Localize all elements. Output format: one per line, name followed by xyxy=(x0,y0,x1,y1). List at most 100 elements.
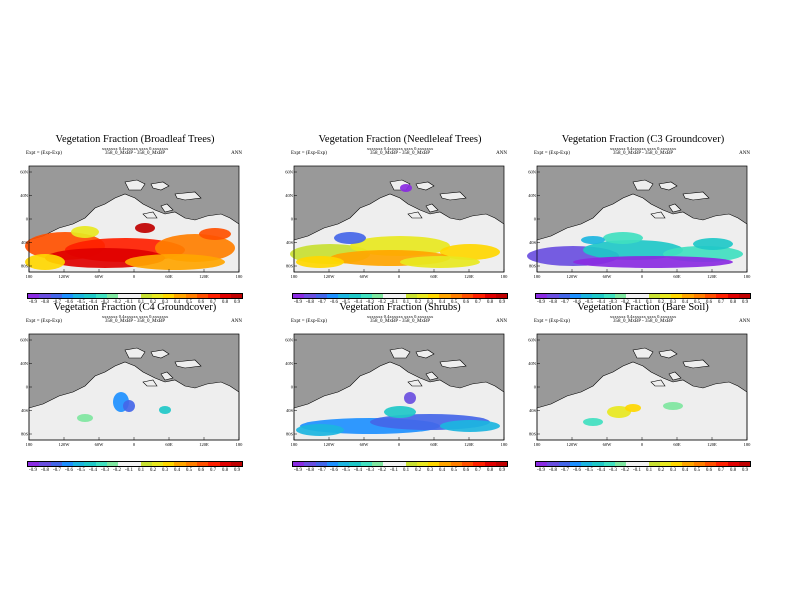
lat-tick-label: 0 xyxy=(534,385,537,390)
colorbar-swatch xyxy=(326,462,339,466)
colorbar-swatch xyxy=(196,462,209,466)
colorbar-label: -0.4 xyxy=(354,300,362,305)
colorbar-label: 0.3 xyxy=(426,468,434,473)
lon-tick-label: 180 xyxy=(26,442,34,447)
colorbar-label: -0.2 xyxy=(113,468,121,473)
colorbar-label: -0.1 xyxy=(125,468,133,473)
colorbar-swatch xyxy=(50,462,62,466)
anomaly-patch xyxy=(384,406,416,418)
colorbar-swatch xyxy=(304,294,316,298)
colorbar-swatch xyxy=(637,294,649,298)
anomaly-patch xyxy=(573,256,733,268)
colorbar-label: 0.3 xyxy=(669,300,677,305)
colorbar-swatch xyxy=(495,462,508,466)
colorbar-swatch xyxy=(592,462,604,466)
colorbar-label: -0.5 xyxy=(585,468,593,473)
lon-tick-label: 60W xyxy=(603,274,613,279)
colorbar-label: -0.5 xyxy=(585,300,593,305)
colorbar-swatch xyxy=(693,294,705,298)
colorbar-label: -0.7 xyxy=(53,300,61,305)
colorbar-swatch xyxy=(558,462,570,466)
lon-tick-label: 60W xyxy=(95,442,105,447)
colorbar-swatch xyxy=(603,294,615,298)
colorbar-label: 0.3 xyxy=(161,300,169,305)
panel-title: Vegetation Fraction (Broadleaf Trees) xyxy=(55,134,215,145)
colorbar-swatch xyxy=(230,462,243,466)
colorbar-label: 0.5 xyxy=(693,468,701,473)
lon-tick-label: 180 xyxy=(501,274,509,279)
lon-tick-label: 60W xyxy=(360,442,370,447)
colorbar xyxy=(292,461,508,467)
colorbar-label: -0.3 xyxy=(101,300,109,305)
colorbar-label: -0.9 xyxy=(537,300,545,305)
colorbar-swatch xyxy=(39,462,51,466)
runs-label: 358_0_MxBP - 358_0_MxBP xyxy=(612,151,674,156)
lon-tick-label: 120E xyxy=(464,274,474,279)
colorbar-label: 0.7 xyxy=(474,300,482,305)
colorbar-swatch xyxy=(360,462,372,466)
colorbar-label: 0.9 xyxy=(233,300,241,305)
colorbar-label: 0.2 xyxy=(657,468,665,473)
colorbar-label: 0.6 xyxy=(197,300,205,305)
colorbar-swatch xyxy=(484,462,496,466)
lon-tick-label: 120E xyxy=(199,274,209,279)
island xyxy=(415,349,435,359)
colorbar-label: 0.7 xyxy=(717,300,725,305)
season-label: ANN xyxy=(739,319,750,324)
colorbar-swatch xyxy=(73,462,85,466)
colorbar-label: -0.2 xyxy=(378,468,386,473)
colorbar-swatch xyxy=(581,462,593,466)
colorbar-label: 0.9 xyxy=(741,468,749,473)
lon-tick-label: 180 xyxy=(534,442,542,447)
colorbar-label: -0.6 xyxy=(65,468,73,473)
colorbar-swatch xyxy=(569,462,582,466)
colorbar-label: -0.1 xyxy=(390,468,398,473)
colorbar-label: -0.2 xyxy=(621,468,629,473)
colorbar-swatch xyxy=(84,462,96,466)
lon-tick-label: 0 xyxy=(398,274,401,279)
colorbar-swatch xyxy=(383,294,395,298)
anomaly-patch xyxy=(125,254,225,270)
anomaly-patch xyxy=(625,404,641,412)
lon-tick-label: 180 xyxy=(291,274,299,279)
colorbar-label: 0.7 xyxy=(209,468,217,473)
colorbar-swatch xyxy=(315,294,327,298)
expt-label: Expt = (Exp-Exp) xyxy=(534,319,570,324)
lon-tick-label: 120W xyxy=(324,442,336,447)
colorbar-swatch xyxy=(50,294,62,298)
colorbar-swatch xyxy=(450,294,462,298)
colorbar-swatch xyxy=(648,462,660,466)
island xyxy=(174,359,202,369)
colorbar-label: -0.5 xyxy=(77,300,85,305)
colorbar-label: 0.4 xyxy=(173,300,181,305)
lon-tick-label: 60E xyxy=(673,274,681,279)
colorbar-swatch xyxy=(84,294,96,298)
map-c3-groundcover: 60N 40N 0 40S 80S 180 120W 60W 0 60E 120E 180 xyxy=(527,165,751,279)
lon-tick-label: 120W xyxy=(59,274,71,279)
land-group xyxy=(293,347,505,441)
island xyxy=(142,211,158,219)
island xyxy=(150,349,170,359)
expt-label: Expt = (Exp-Exp) xyxy=(26,319,62,324)
island xyxy=(439,359,467,369)
anomaly-patch xyxy=(581,236,605,244)
map-shrubs: 60N 40N 0 40S 80S 180 120W 60W 0 60E 120E 180 xyxy=(285,333,508,447)
anomaly-patch xyxy=(400,256,480,268)
colorbar-label: -0.3 xyxy=(609,468,617,473)
colorbar-label: 0.8 xyxy=(221,300,229,305)
land-group xyxy=(527,179,748,273)
colorbar-label: 0.2 xyxy=(149,468,157,473)
island xyxy=(389,347,411,359)
colorbar-label: -0.5 xyxy=(77,468,85,473)
colorbar-swatch xyxy=(461,294,474,298)
panel-title: Vegetation Fraction (C3 Groundcover) xyxy=(561,134,725,145)
colorbar-label: 0.4 xyxy=(173,468,181,473)
lat-tick-label: 80S xyxy=(286,432,294,437)
lat-tick-label: 60N xyxy=(285,170,294,175)
colorbar-swatch xyxy=(349,462,361,466)
lon-tick-label: 180 xyxy=(534,274,542,279)
island xyxy=(658,349,678,359)
anomaly-patch xyxy=(440,420,500,432)
colorbar-label: 0.9 xyxy=(498,300,506,305)
colorbar-swatch xyxy=(118,294,130,298)
